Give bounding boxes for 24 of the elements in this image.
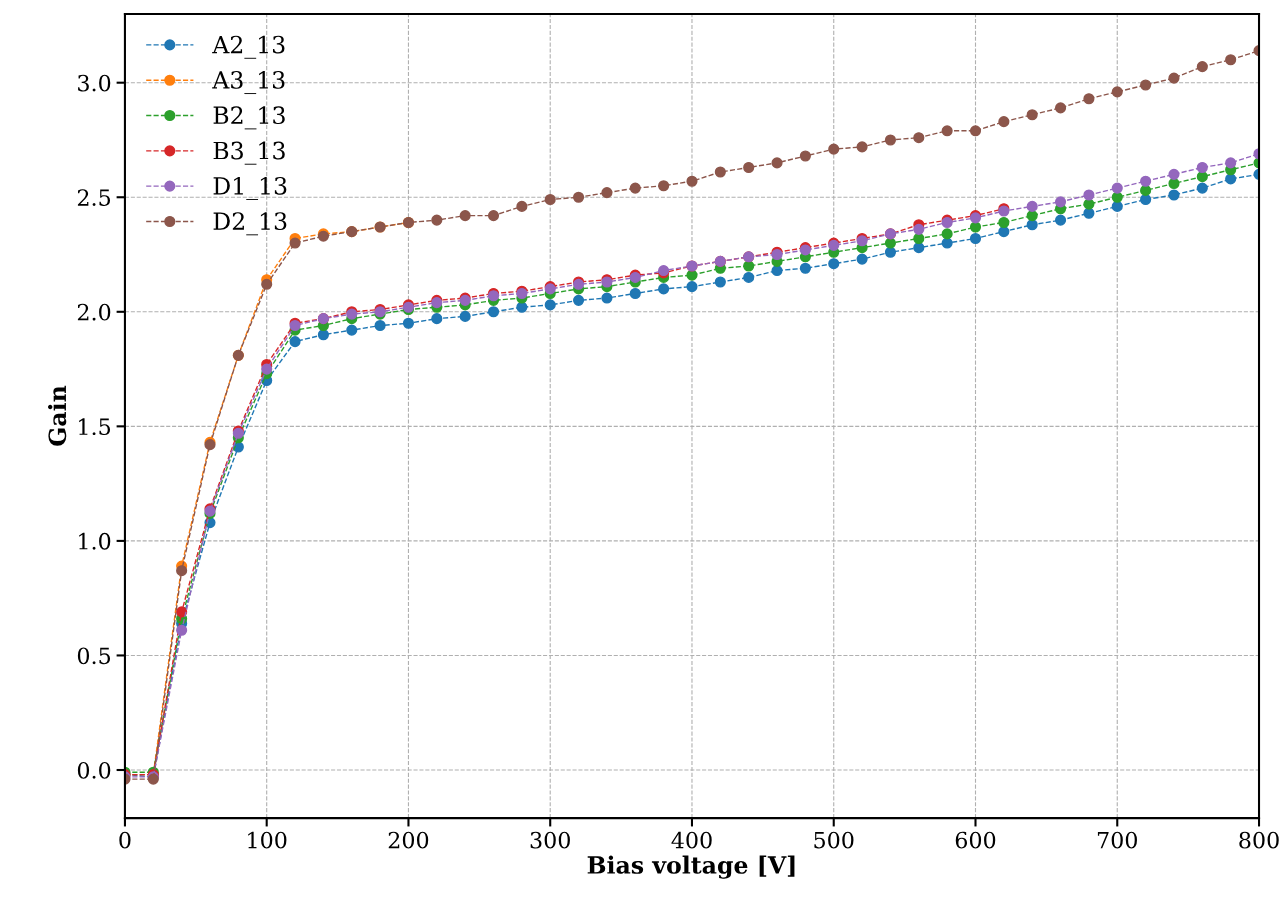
x-axis-title: Bias voltage [V] bbox=[587, 855, 795, 879]
x-tick-label: 500 bbox=[814, 831, 854, 849]
legend-label: D2_13 bbox=[213, 212, 287, 236]
legend-label: B3_13 bbox=[213, 141, 285, 165]
x-tick-label: 800 bbox=[1239, 831, 1279, 849]
y-tick-label: 2.5 bbox=[77, 189, 111, 207]
x-tick-label: 200 bbox=[388, 831, 429, 849]
y-tick-label: 1.5 bbox=[79, 418, 111, 436]
x-tick-label: 600 bbox=[955, 831, 996, 849]
y-tick-label: 0.0 bbox=[77, 761, 111, 779]
legend-label: A2_13 bbox=[212, 35, 285, 59]
x-tick-label: 400 bbox=[671, 831, 712, 849]
legend-label: A3_13 bbox=[212, 70, 285, 95]
legend-label: B2_13 bbox=[213, 106, 285, 130]
x-tick-label: 700 bbox=[1097, 831, 1137, 849]
y-tick-label: 2.0 bbox=[77, 303, 111, 321]
y-tick-label: 3.0 bbox=[78, 74, 111, 92]
y-tick-label: 1.0 bbox=[79, 532, 111, 550]
x-tick-label: 100 bbox=[248, 831, 287, 849]
x-tick-label: 300 bbox=[530, 831, 570, 849]
legend-label: D1_13 bbox=[213, 176, 287, 200]
y-tick-label: 0.5 bbox=[77, 647, 111, 665]
x-tick-label: 0 bbox=[119, 831, 131, 849]
y-axis-title: Gain bbox=[47, 385, 67, 446]
